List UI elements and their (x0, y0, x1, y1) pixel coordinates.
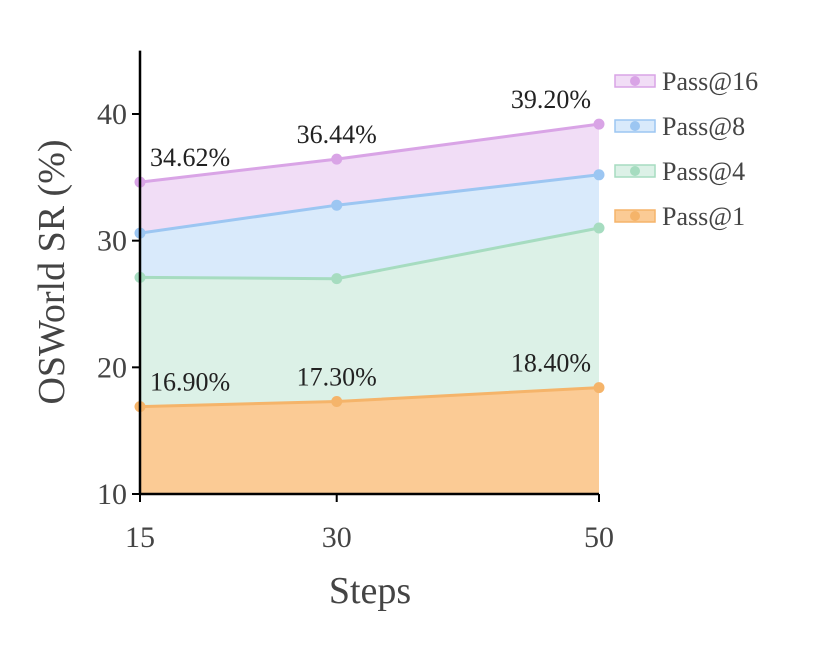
area-pass-1 (140, 387, 599, 494)
legend-label-pass-16: Pass@16 (662, 67, 758, 96)
point-pass-8 (331, 199, 343, 211)
data-label: 18.40% (511, 349, 591, 378)
tick-labels: 10 20 30 40 15 30 50 (97, 98, 614, 554)
point-pass-8 (593, 169, 605, 181)
y-tick-label: 30 (97, 225, 127, 258)
data-label: 34.62% (150, 143, 230, 172)
legend-marker-pass-1 (630, 211, 640, 221)
x-tick-label: 50 (584, 521, 614, 554)
point-pass-16 (593, 118, 605, 130)
area-layer (140, 124, 599, 494)
point-pass-16 (331, 153, 343, 165)
x-tick-label: 15 (125, 521, 155, 554)
point-pass-1 (593, 382, 605, 394)
legend-label-pass-4: Pass@4 (662, 157, 745, 186)
y-axis-title: OSWorld SR (%) (31, 139, 73, 404)
data-label: 16.90% (150, 368, 230, 397)
legend-label-pass-1: Pass@1 (662, 202, 745, 231)
legend-label-pass-8: Pass@8 (662, 112, 745, 141)
data-label: 17.30% (297, 363, 377, 392)
area-pass-4 (140, 228, 599, 407)
y-tick-label: 20 (97, 351, 127, 384)
y-tick-label: 40 (97, 98, 127, 131)
data-label: 36.44% (297, 120, 377, 149)
legend: Pass@16 Pass@8 Pass@4 Pass@1 (614, 67, 758, 231)
point-layer (134, 118, 605, 413)
x-tick-label: 30 (322, 521, 352, 554)
area-pass-8 (140, 174, 599, 279)
y-tick-label: 10 (97, 478, 127, 511)
data-label: 39.20% (511, 85, 591, 114)
area-pass-16 (140, 124, 599, 234)
legend-marker-pass-4 (630, 166, 640, 176)
point-pass-4 (331, 273, 343, 285)
x-axis-title: Steps (329, 570, 411, 612)
legend-marker-pass-16 (630, 76, 640, 86)
point-pass-4 (593, 222, 605, 234)
point-pass-1 (331, 396, 343, 408)
data-labels: 34.62% 36.44% 39.20% 16.90% 17.30% 18.40% (150, 85, 591, 396)
axes (132, 50, 600, 502)
legend-marker-pass-8 (630, 121, 640, 131)
